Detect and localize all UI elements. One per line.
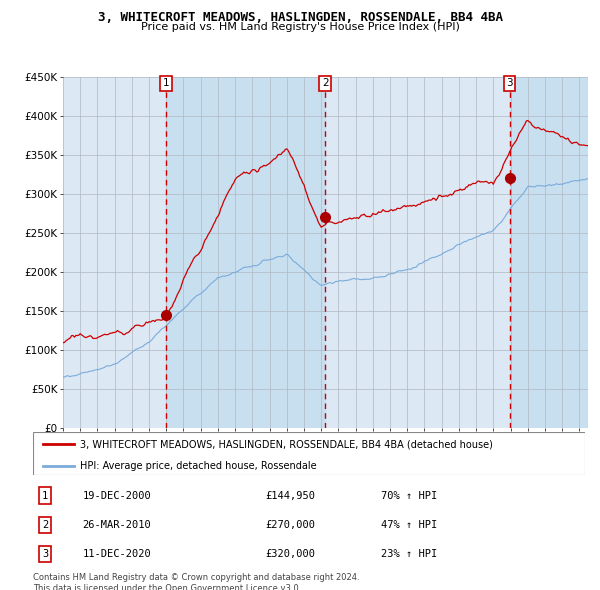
Text: 3, WHITECROFT MEADOWS, HASLINGDEN, ROSSENDALE, BB4 4BA (detached house): 3, WHITECROFT MEADOWS, HASLINGDEN, ROSSE…: [80, 440, 493, 450]
Text: HPI: Average price, detached house, Rossendale: HPI: Average price, detached house, Ross…: [80, 461, 317, 471]
Text: 2: 2: [42, 520, 48, 530]
Text: £320,000: £320,000: [265, 549, 315, 559]
Text: 19-DEC-2000: 19-DEC-2000: [83, 491, 151, 500]
Text: £144,950: £144,950: [265, 491, 315, 500]
Text: Contains HM Land Registry data © Crown copyright and database right 2024.
This d: Contains HM Land Registry data © Crown c…: [33, 573, 359, 590]
Text: 11-DEC-2020: 11-DEC-2020: [83, 549, 151, 559]
Text: 47% ↑ HPI: 47% ↑ HPI: [381, 520, 437, 530]
Text: Price paid vs. HM Land Registry's House Price Index (HPI): Price paid vs. HM Land Registry's House …: [140, 22, 460, 32]
Text: 70% ↑ HPI: 70% ↑ HPI: [381, 491, 437, 500]
Bar: [509, 77, 588, 428]
Text: 3: 3: [506, 78, 513, 88]
Text: 3: 3: [42, 549, 48, 559]
Text: 2: 2: [322, 78, 328, 88]
Text: £270,000: £270,000: [265, 520, 315, 530]
Bar: [166, 77, 325, 428]
Text: 26-MAR-2010: 26-MAR-2010: [83, 520, 151, 530]
Text: 1: 1: [42, 491, 48, 500]
Text: 3, WHITECROFT MEADOWS, HASLINGDEN, ROSSENDALE, BB4 4BA: 3, WHITECROFT MEADOWS, HASLINGDEN, ROSSE…: [97, 11, 503, 24]
Text: 1: 1: [163, 78, 169, 88]
Text: 23% ↑ HPI: 23% ↑ HPI: [381, 549, 437, 559]
